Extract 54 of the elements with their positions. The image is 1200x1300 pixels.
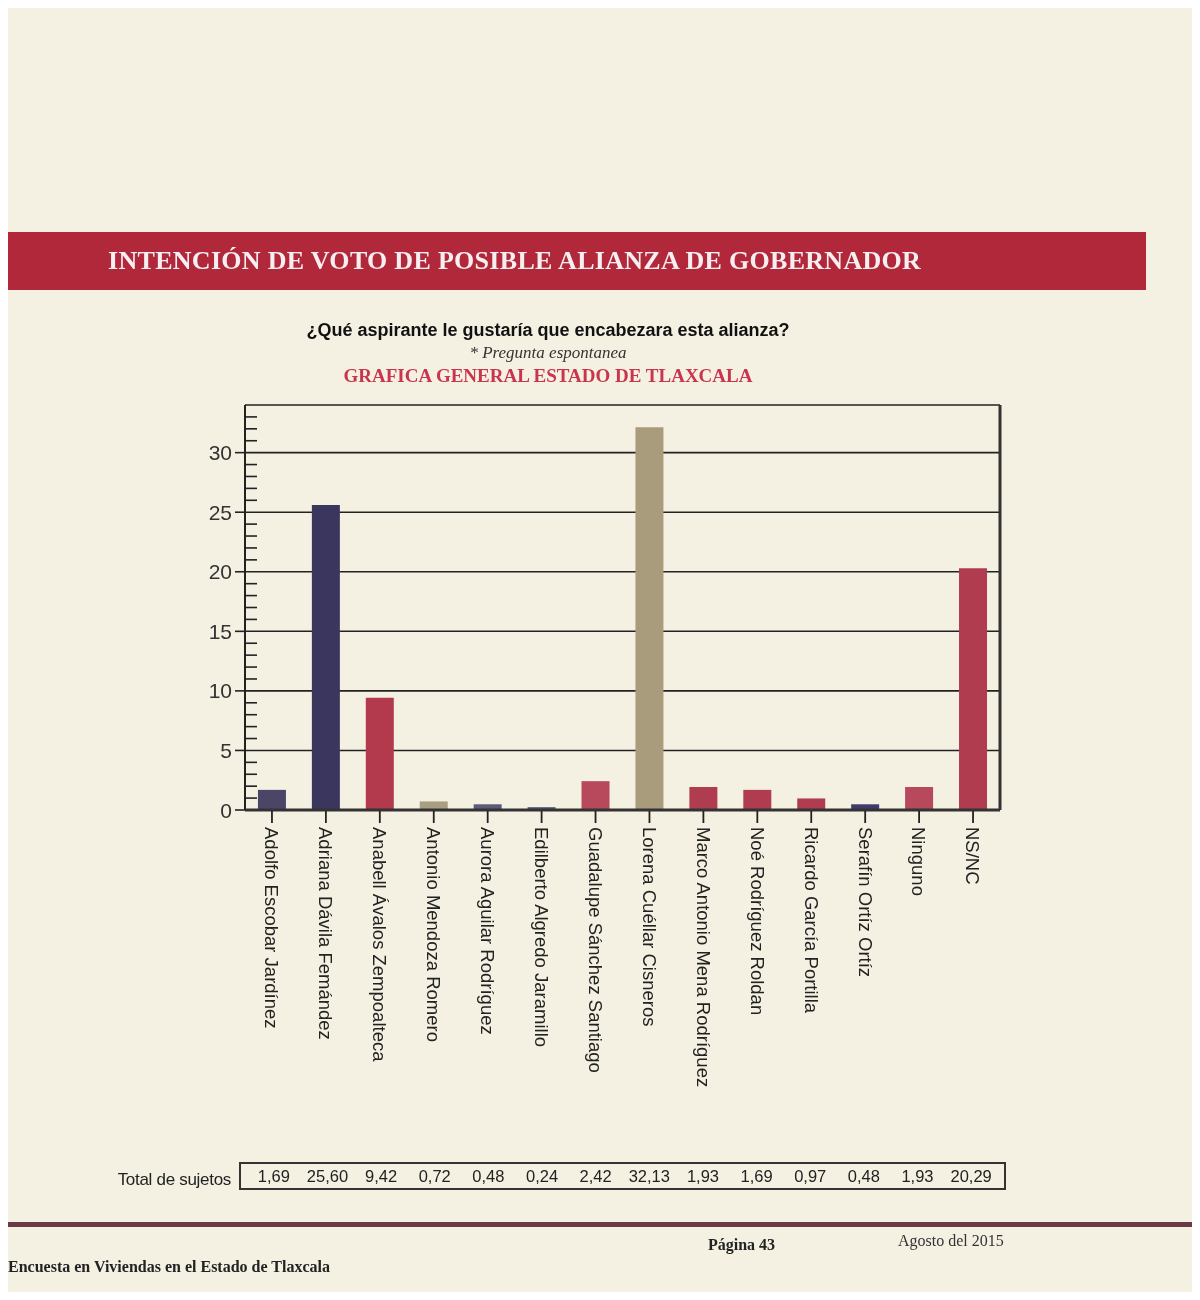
data-label: 0,24 — [524, 1166, 560, 1186]
data-label: 1,93 — [685, 1166, 720, 1186]
x-tick-label: Adolfo Escobar Jardínez — [261, 827, 283, 1029]
data-label: 1,93 — [900, 1166, 935, 1186]
text: * Pregunta espontanea — [469, 343, 627, 362]
bar — [743, 789, 772, 810]
data-label: 1,69 — [739, 1166, 774, 1186]
text: GRAFICA GENERAL ESTADO DE TLAXCALA — [343, 365, 753, 386]
x-tick-label: NS/NC — [962, 827, 984, 885]
bar — [797, 798, 826, 810]
x-tick-label: Serafín Ortíz Ortíz — [854, 827, 876, 978]
bar — [959, 568, 988, 810]
y-tick-label: 20 — [208, 560, 232, 584]
data-label: 1,69 — [256, 1166, 291, 1186]
bar — [581, 781, 610, 810]
y-tick-label: 10 — [208, 679, 232, 703]
bar — [689, 787, 718, 810]
x-tick-label: Antonio Mendoza Romero — [423, 827, 445, 1042]
data-label: 0,97 — [793, 1166, 828, 1186]
x-tick-label: Ninguno — [908, 827, 930, 896]
x-tick-label: Edilberto Algredo Jaramillo — [530, 827, 552, 1048]
y-tick-label: 30 — [208, 441, 232, 465]
bar — [365, 697, 394, 810]
data-label: 32,13 — [627, 1166, 671, 1186]
bar — [905, 787, 934, 810]
data-label: 0,48 — [471, 1166, 506, 1186]
bar — [257, 789, 286, 810]
x-tick-label: Marco Antonio Mena Rodríguez — [692, 827, 714, 1088]
bar — [311, 505, 340, 810]
data-label: 2,42 — [578, 1166, 613, 1186]
text: Encuesta en Viviendas en el Estado de Tlaxcala — [8, 1258, 330, 1275]
x-tick-label: Anabell Ávalos Zempoalteca — [369, 827, 391, 1063]
chart-subtitle: ¿Qué aspirante le gustaría que encabezara esta alianza? — [306, 320, 790, 340]
y-tick-label: 25 — [208, 500, 232, 524]
bar — [419, 801, 448, 810]
text: Agosto del 2015 — [898, 1232, 1004, 1249]
y-tick-label: 15 — [208, 619, 232, 643]
data-label: 25,60 — [305, 1166, 350, 1186]
bar — [635, 427, 664, 810]
data-label: 9,42 — [364, 1166, 399, 1186]
chart-title: INTENCIÓN DE VOTO DE POSIBLE ALIANZA DE GOBERNADOR — [108, 246, 922, 275]
text: Página 43 — [708, 1236, 776, 1253]
y-tick-label: 0 — [220, 798, 232, 822]
x-tick-label: Ricardo García Portilla — [800, 827, 822, 1014]
text: Total de sujetos — [117, 1170, 231, 1189]
x-tick-label: Guadalupe Sánchez Santiago — [584, 827, 606, 1073]
x-tick-label: Noé Rodríguez Roldan — [746, 827, 768, 1016]
data-label: 0,48 — [846, 1166, 881, 1186]
x-tick-label: Lorena Cuéllar Cisneros — [638, 827, 660, 1027]
data-label: 20,29 — [949, 1166, 993, 1186]
x-tick-label: Adriana Dávila Femández — [315, 827, 337, 1040]
x-tick-label: Aurora Aguilar Rodríguez — [477, 827, 499, 1035]
y-tick-label: 5 — [220, 739, 232, 762]
data-label: 0,72 — [417, 1166, 452, 1186]
